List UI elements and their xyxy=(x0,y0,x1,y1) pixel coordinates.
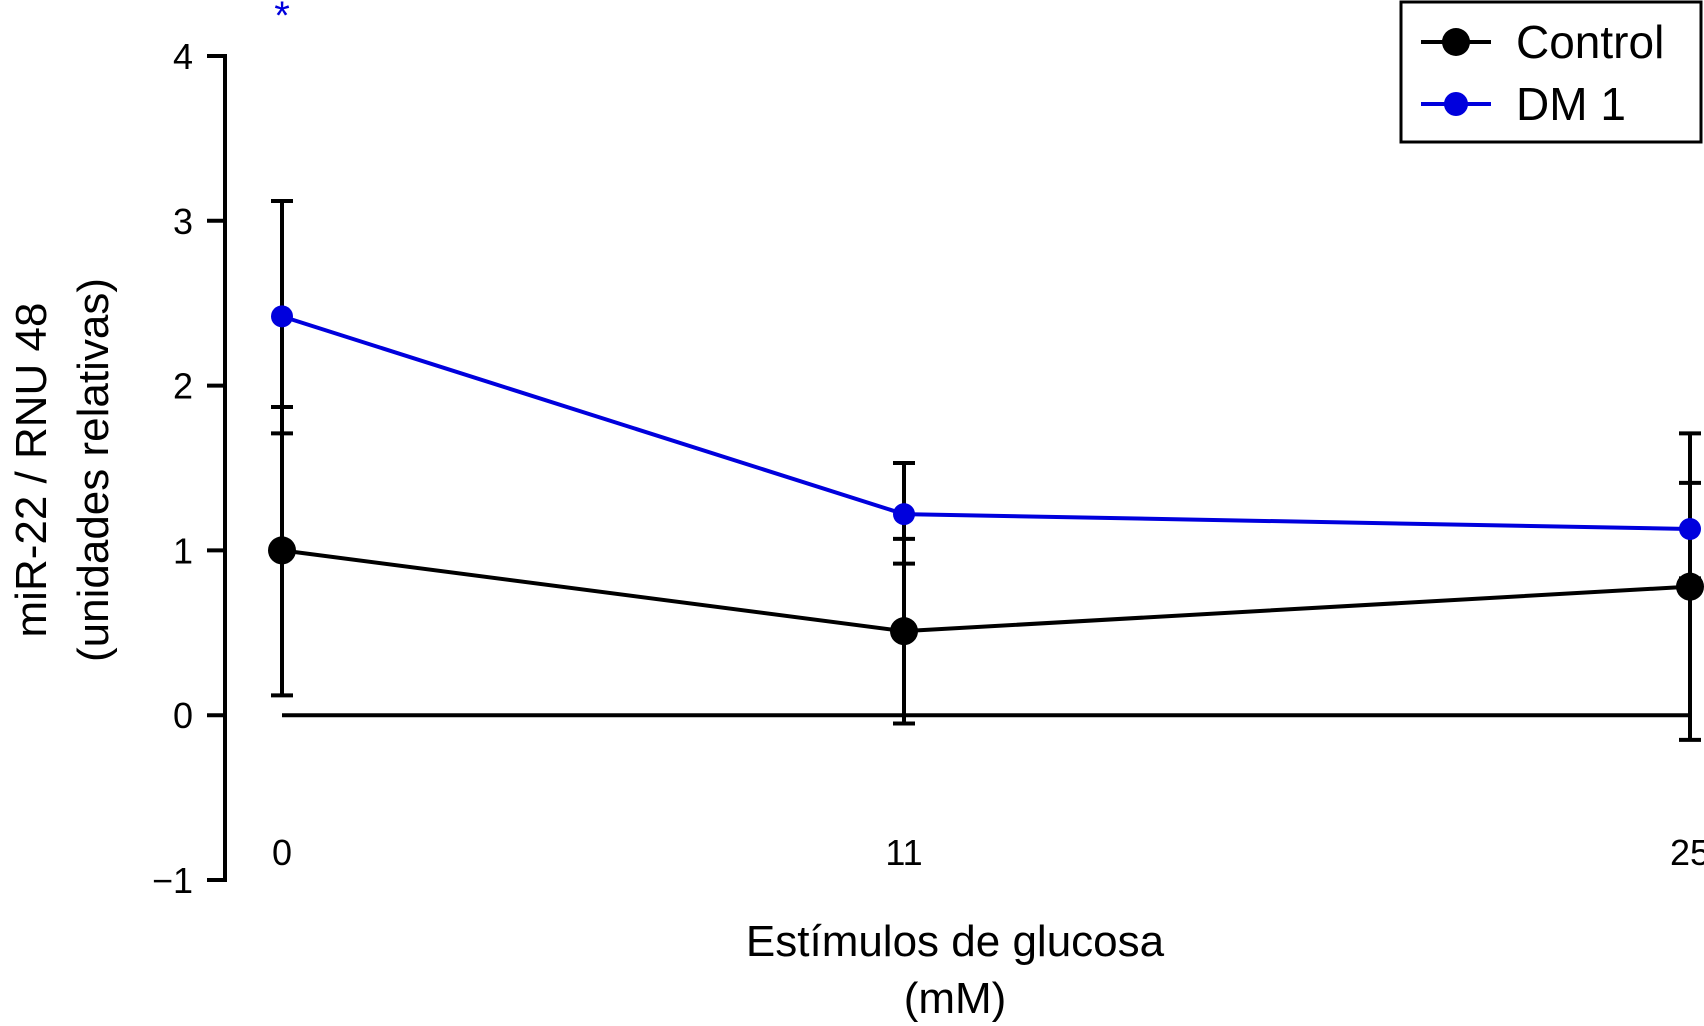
y-tick-label: 3 xyxy=(173,201,193,242)
x-tick-label: 11 xyxy=(885,832,922,873)
y-tick-label: 0 xyxy=(173,695,193,736)
y-tick-label: −1 xyxy=(152,860,193,901)
significance-marker: * xyxy=(274,0,290,38)
legend-label: DM 1 xyxy=(1516,78,1626,130)
y-axis-title-line2: (unidades relativas) xyxy=(69,278,118,662)
y-tick-label: 4 xyxy=(173,36,193,77)
data-point xyxy=(1679,517,1701,540)
x-axis-title-line1: Estímulos de glucosa xyxy=(746,917,1165,966)
data-point xyxy=(271,305,293,328)
series-layer xyxy=(268,305,1704,646)
y-tick-label: 1 xyxy=(173,530,193,571)
x-tick-label: 25 xyxy=(1670,832,1704,873)
data-point xyxy=(893,503,915,526)
data-point xyxy=(890,617,918,646)
legend-label: Control xyxy=(1516,16,1664,68)
data-point xyxy=(1676,572,1704,601)
axes: 4 3 2 1 0 −1 0 11 25 xyxy=(152,36,1704,901)
annotations: * xyxy=(274,0,290,38)
legend-marker xyxy=(1442,28,1470,56)
x-tick-label: 0 xyxy=(272,832,292,873)
data-point xyxy=(268,536,296,565)
series-line-1 xyxy=(281,314,1691,531)
legend: Control DM 1 xyxy=(1399,0,1703,144)
series-line-0 xyxy=(281,548,1691,634)
legend-box xyxy=(1399,0,1703,144)
x-axis-title-line2: (mM) xyxy=(904,974,1007,1023)
y-tick-label: 2 xyxy=(173,366,193,407)
legend-marker xyxy=(1444,92,1468,116)
y-axis-title-line1: miR-22 / RNU 48 xyxy=(7,303,56,638)
error-bars xyxy=(271,199,1701,742)
